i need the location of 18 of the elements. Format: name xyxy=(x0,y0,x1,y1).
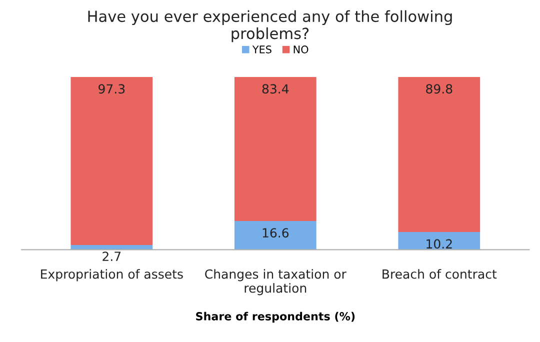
bar xyxy=(234,221,316,250)
data-label: 10.2 xyxy=(426,239,452,249)
data-label: 2.7 xyxy=(102,252,121,261)
data-label: 97.3 xyxy=(98,84,125,94)
data-label: 16.6 xyxy=(262,228,289,238)
data-label: 83.4 xyxy=(262,84,289,94)
data-label: 89.8 xyxy=(426,84,452,94)
bar xyxy=(234,77,316,222)
x-tick-label: Breach of contract xyxy=(382,269,497,279)
legend-label: YES xyxy=(252,46,272,54)
x-tick-label: Changes in taxation or regulation xyxy=(205,269,346,296)
bar xyxy=(398,232,480,250)
chart-title: Have you ever experienced any of the following problems? xyxy=(88,10,452,42)
bar xyxy=(398,77,480,232)
x-tick-label: Expropriation of assets xyxy=(41,269,183,282)
bar xyxy=(70,77,153,245)
x-axis-title: Share of respondents (%) xyxy=(196,312,355,323)
legend-label: NO xyxy=(294,46,308,54)
